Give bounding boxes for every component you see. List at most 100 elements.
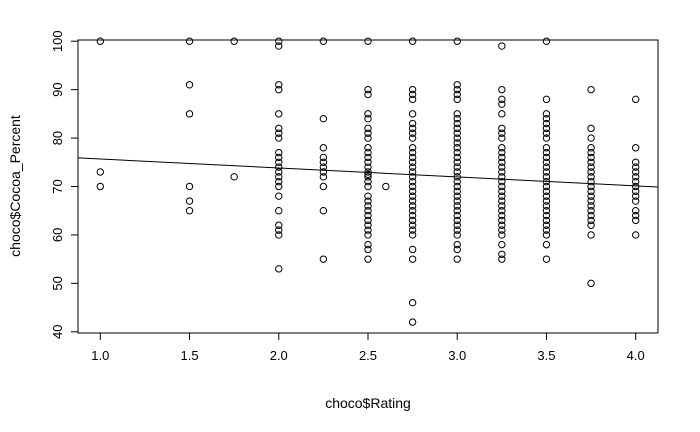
data-point bbox=[364, 197, 372, 205]
data-point bbox=[453, 216, 461, 225]
data-point bbox=[587, 177, 595, 186]
data-point bbox=[542, 231, 551, 239]
data-point bbox=[498, 95, 506, 104]
data-point bbox=[319, 158, 328, 166]
data-point bbox=[498, 153, 506, 162]
data-point bbox=[542, 144, 551, 152]
data-point bbox=[319, 255, 328, 263]
data-point bbox=[498, 42, 506, 50]
data-point bbox=[408, 163, 417, 171]
data-point bbox=[408, 299, 417, 307]
data-point bbox=[364, 170, 372, 179]
data-point bbox=[542, 197, 551, 205]
data-point bbox=[542, 110, 551, 118]
data-point bbox=[453, 245, 461, 254]
data-point bbox=[631, 231, 640, 239]
data-point bbox=[319, 153, 328, 162]
data-point bbox=[453, 177, 461, 186]
data-point bbox=[542, 114, 551, 123]
data-point bbox=[319, 163, 328, 171]
data-point bbox=[275, 207, 283, 215]
data-point bbox=[453, 90, 461, 99]
data-point bbox=[498, 211, 506, 220]
data-point bbox=[275, 192, 283, 200]
data-point bbox=[587, 187, 595, 196]
data-point bbox=[542, 95, 551, 104]
data-point bbox=[587, 192, 595, 200]
data-point bbox=[185, 37, 194, 45]
data-point bbox=[587, 124, 595, 133]
data-point bbox=[453, 192, 461, 200]
x-axis-title: choco$Rating bbox=[325, 395, 411, 411]
x-tick-label: 3.5 bbox=[537, 348, 555, 363]
data-point bbox=[587, 85, 595, 94]
data-point bbox=[498, 187, 506, 196]
data-point bbox=[96, 37, 105, 45]
data-point bbox=[275, 168, 283, 176]
data-point bbox=[587, 148, 595, 157]
data-point bbox=[498, 255, 506, 263]
data-point bbox=[408, 158, 417, 166]
data-point bbox=[542, 124, 551, 133]
data-point bbox=[364, 207, 372, 215]
y-tick-label: 70 bbox=[50, 179, 65, 193]
data-point bbox=[587, 153, 595, 162]
data-point bbox=[364, 114, 372, 123]
data-point bbox=[498, 100, 506, 108]
scatter-points bbox=[96, 37, 640, 326]
data-point bbox=[498, 173, 506, 181]
data-point bbox=[453, 226, 461, 234]
data-point bbox=[631, 144, 640, 152]
data-point bbox=[498, 226, 506, 234]
data-point bbox=[408, 207, 417, 215]
data-point bbox=[631, 197, 640, 205]
data-point bbox=[542, 207, 551, 215]
data-point bbox=[408, 148, 417, 157]
data-point bbox=[185, 197, 194, 205]
data-point bbox=[498, 192, 506, 200]
data-point bbox=[275, 124, 283, 133]
data-point bbox=[587, 144, 595, 152]
data-point bbox=[364, 245, 372, 254]
data-point bbox=[498, 163, 506, 171]
data-point bbox=[453, 197, 461, 205]
data-point bbox=[96, 168, 105, 176]
data-point bbox=[453, 81, 461, 89]
data-point bbox=[542, 226, 551, 234]
data-point bbox=[453, 158, 461, 166]
data-point bbox=[453, 173, 461, 181]
data-point bbox=[453, 168, 461, 176]
data-point bbox=[542, 119, 551, 128]
x-axis: 1.0 1.5 2.0 2.5 3.0 3.5 4.0 bbox=[91, 332, 645, 363]
data-point bbox=[275, 148, 283, 157]
data-point bbox=[542, 255, 551, 263]
data-point bbox=[542, 134, 551, 142]
data-point bbox=[364, 202, 372, 210]
data-point bbox=[364, 221, 372, 229]
data-point bbox=[631, 177, 640, 186]
data-point bbox=[542, 216, 551, 225]
data-point bbox=[631, 207, 640, 215]
data-point bbox=[408, 124, 417, 133]
data-point bbox=[587, 163, 595, 171]
data-point bbox=[453, 182, 461, 191]
data-point bbox=[364, 129, 372, 137]
data-point bbox=[408, 202, 417, 210]
data-point bbox=[275, 134, 283, 142]
data-point bbox=[631, 216, 640, 225]
data-point bbox=[408, 95, 417, 104]
data-point bbox=[631, 182, 640, 191]
data-point bbox=[319, 37, 328, 45]
data-point bbox=[631, 95, 640, 104]
data-point bbox=[275, 226, 283, 234]
data-point bbox=[498, 216, 506, 225]
data-point bbox=[587, 168, 595, 176]
data-point bbox=[364, 90, 372, 99]
data-point bbox=[542, 182, 551, 191]
data-point bbox=[631, 211, 640, 220]
data-point bbox=[319, 114, 328, 123]
data-point bbox=[542, 221, 551, 229]
data-point bbox=[364, 124, 372, 133]
data-point bbox=[275, 129, 283, 137]
